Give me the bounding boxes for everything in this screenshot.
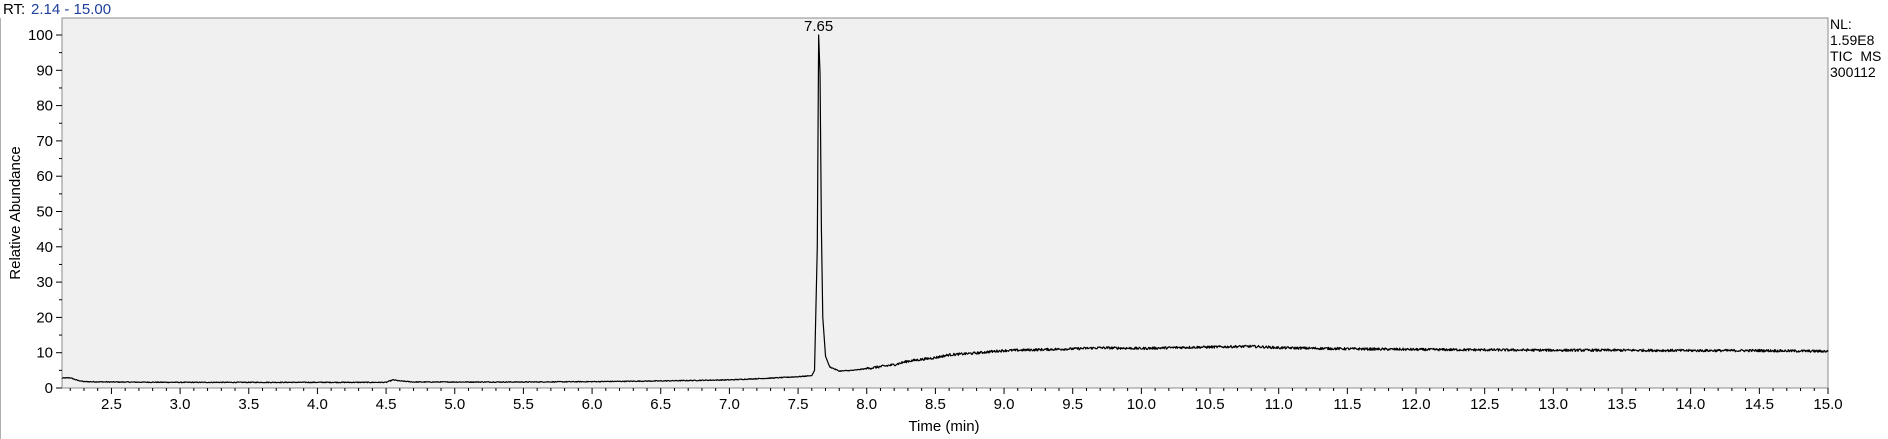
rt-range: 2.14 - 15.00 (31, 1, 111, 18)
x-tick-label: 8.5 (925, 396, 946, 413)
y-tick-label: 20 (36, 309, 53, 326)
y-tick-label: 90 (36, 62, 53, 79)
file-name: 300112 (1830, 64, 1876, 80)
scan-type: TIC MS (1830, 48, 1881, 64)
x-tick-label: 6.5 (650, 396, 671, 413)
x-tick-label: 11.0 (1265, 396, 1293, 413)
x-tick-label: 3.5 (238, 396, 259, 413)
x-tick-label: 13.5 (1607, 396, 1636, 413)
tic-trace-line (61, 34, 1829, 384)
x-axis: 2.5 3.0 3.5 4.0 4.5 5.0 5.5 6.0 6.5 7.0 7.5 8.0 8.5 9… (69, 388, 1843, 413)
y-axis: 0 10 20 30 40 50 60 70 80 90 100 (28, 27, 62, 397)
x-tick-label: 2.5 (101, 396, 122, 413)
x-tick-label: 9.0 (994, 396, 1015, 413)
x-tick-label: 4.0 (307, 396, 328, 413)
y-tick-label: 80 (36, 98, 53, 115)
y-tick-label: 30 (36, 274, 53, 291)
y-tick-label: 50 (36, 204, 53, 221)
x-tick-label: 14.5 (1745, 396, 1774, 413)
x-tick-label: 6.0 (582, 396, 603, 413)
x-axis-title: Time (min) (908, 418, 979, 435)
y-tick-label: 100 (28, 27, 53, 44)
y-tick-label: 60 (36, 168, 53, 185)
y-tick-label: 70 (36, 133, 53, 150)
nl-value: 1.59E8 (1830, 32, 1875, 48)
x-tick-label: 7.0 (719, 396, 740, 413)
x-tick-label: 4.5 (376, 396, 397, 413)
x-tick-label: 11.5 (1333, 396, 1361, 413)
x-tick-label: 3.0 (170, 396, 191, 413)
y-tick-label: 0 (45, 380, 53, 397)
series-group (61, 34, 1829, 384)
x-tick-label: 13.0 (1539, 396, 1568, 413)
y-tick-label: 40 (36, 239, 53, 256)
x-tick-label: 12.0 (1401, 396, 1430, 413)
x-tick-label: 8.0 (856, 396, 877, 413)
x-tick-label: 10.0 (1127, 396, 1156, 413)
x-tick-label: 15.0 (1813, 396, 1842, 413)
peak-label: 7.65 (804, 18, 833, 35)
y-tick-label: 10 (36, 345, 53, 362)
x-tick-label: 5.0 (444, 396, 465, 413)
y-axis-title: Relative Abundance (7, 146, 24, 279)
x-tick-label: 12.5 (1470, 396, 1499, 413)
x-tick-label: 14.0 (1676, 396, 1705, 413)
x-tick-label: 9.5 (1062, 396, 1083, 413)
nl-label: NL: (1830, 16, 1852, 32)
x-tick-label: 5.5 (513, 396, 534, 413)
x-tick-label: 10.5 (1195, 396, 1224, 413)
peak-labels: 7.65 (804, 18, 833, 35)
rt-prefix: RT: (3, 1, 25, 18)
plot-area (61, 17, 1829, 389)
x-tick-label: 7.5 (788, 396, 809, 413)
